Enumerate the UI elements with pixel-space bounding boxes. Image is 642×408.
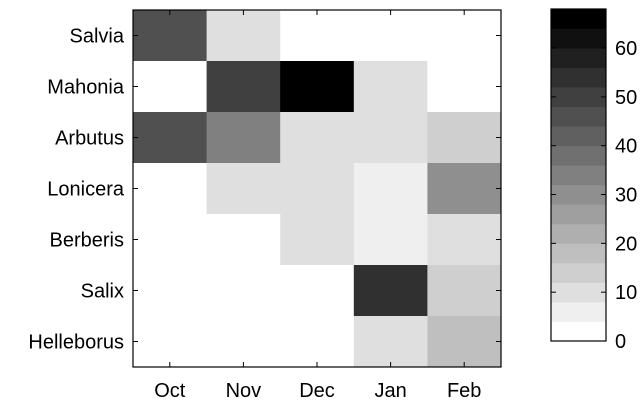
heatmap-cell: [133, 163, 208, 215]
heatmap-cell: [427, 61, 502, 113]
colorbar-segment: [551, 282, 606, 303]
colorbar-segment: [551, 87, 606, 108]
x-tick-label: Oct: [154, 380, 186, 402]
heatmap-cell: [427, 112, 502, 164]
heatmap-cell: [427, 163, 502, 215]
colorbar-segment: [551, 126, 606, 147]
y-tick-label: Berberis: [50, 230, 124, 252]
y-tick-label: Mahonia: [47, 77, 125, 99]
colorbar-segment: [551, 243, 606, 264]
heatmap-cell: [206, 316, 281, 368]
colorbar-segment: [551, 223, 606, 244]
y-tick-label: Salvia: [70, 26, 125, 48]
heatmap-cells: [133, 10, 502, 368]
heatmap-cell: [427, 10, 502, 62]
heatmap-cell: [133, 214, 208, 266]
heatmap-cell: [280, 112, 355, 164]
colorbar-tick-label: 10: [615, 282, 637, 304]
colorbar-segment: [551, 145, 606, 166]
y-tick-label: Arbutus: [55, 128, 124, 150]
heatmap-cell: [133, 61, 208, 113]
heatmap-cell: [206, 10, 281, 62]
x-axis: Oct Nov Dec Jan Feb: [154, 10, 481, 402]
colorbar-segment: [551, 321, 606, 342]
colorbar-segment: [551, 204, 606, 225]
colorbar-segment: [551, 262, 606, 283]
colorbar-segment: [551, 184, 606, 205]
heatmap-cell: [206, 265, 281, 317]
heatmap-cell: [133, 316, 208, 368]
heatmap-cell: [427, 214, 502, 266]
colorbar-tick-label: 60: [615, 38, 637, 60]
heatmap-cell: [353, 214, 428, 266]
heatmap-cell: [206, 214, 281, 266]
colorbar-segment: [551, 106, 606, 127]
heatmap-cell: [206, 61, 281, 113]
heatmap-cell: [133, 265, 208, 317]
heatmap-cell: [280, 61, 355, 113]
colorbar-tick-label: 30: [615, 185, 637, 207]
heatmap-cell: [206, 112, 281, 164]
heatmap-cell: [353, 61, 428, 113]
y-tick-label: Lonicera: [47, 179, 125, 201]
heatmap-cell: [353, 112, 428, 164]
heatmap-cell: [353, 265, 428, 317]
colorbar-tick-label: 20: [615, 233, 637, 255]
heatmap-cell: [280, 265, 355, 317]
colorbar-tick-label: 0: [615, 331, 626, 353]
x-tick-label: Feb: [447, 380, 481, 402]
colorbar-segment: [551, 28, 606, 49]
colorbar-segment: [551, 67, 606, 88]
colorbar-tick-label: 40: [615, 136, 637, 158]
heatmap-cell: [133, 10, 208, 62]
colorbar-frame: [550, 8, 607, 342]
heatmap-cell: [353, 10, 428, 62]
colorbar-segment: [551, 48, 606, 68]
heatmap-cell: [133, 112, 208, 164]
x-tick-label: Nov: [226, 380, 262, 402]
heatmap-cell: [280, 214, 355, 266]
colorbar-tick-label: 50: [615, 87, 637, 109]
y-tick-label: Helleborus: [28, 332, 124, 354]
heatmap-cell: [280, 163, 355, 215]
y-axis: Salvia Mahonia Arbutus Lonicera Berberis Sali…: [28, 26, 501, 354]
colorbar: 0 10 20 30 40 50 60: [550, 8, 637, 353]
x-tick-label: Jan: [374, 380, 406, 402]
colorbar-segment: [551, 165, 606, 186]
heatmap-cell: [353, 316, 428, 368]
heatmap-cell: [280, 10, 355, 62]
heatmap-cell: [427, 316, 502, 368]
colorbar-segment: [551, 9, 606, 29]
colorbar-segment: [551, 301, 606, 322]
heatmap-cell: [353, 163, 428, 215]
y-tick-label: Salix: [81, 281, 124, 303]
plot-frame: [132, 9, 502, 368]
heatmap-cell: [206, 163, 281, 215]
heatmap-cell: [280, 316, 355, 368]
x-tick-label: Dec: [299, 380, 335, 402]
heatmap-cell: [427, 265, 502, 317]
